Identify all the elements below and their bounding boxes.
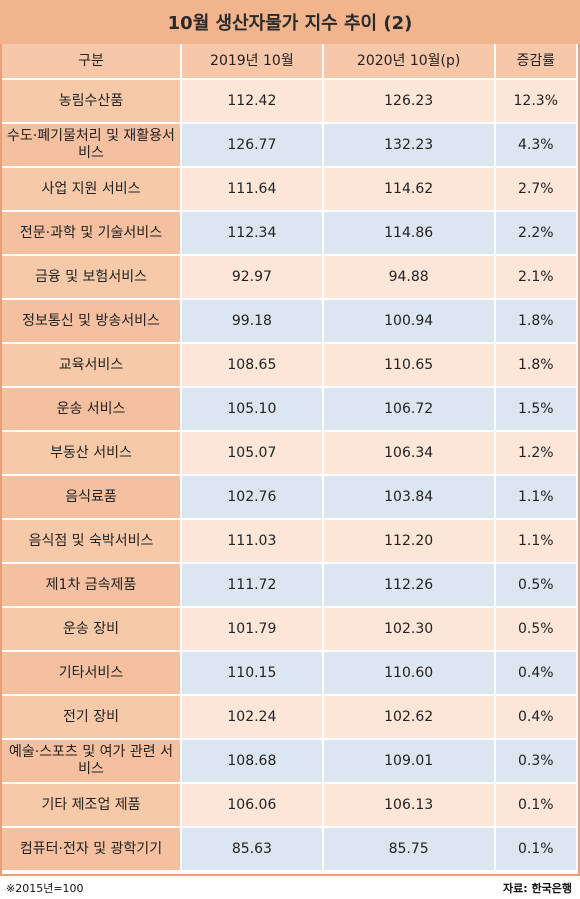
- row-category: 제1차 금속제품: [2, 564, 182, 608]
- row-category: 운송 서비스: [2, 388, 182, 432]
- row-category: 부동산 서비스: [2, 432, 182, 476]
- row-category: 예술·스포츠 및 여가 관련 서비스: [2, 740, 182, 784]
- row-value-2019: 108.68: [182, 740, 324, 784]
- data-table: 구분 2019년 10월 2020년 10월(p) 증감률 농림수산품 112.4…: [2, 44, 578, 872]
- row-category: 전문·과학 및 기술서비스: [2, 212, 182, 256]
- row-value-2020: 106.34: [323, 432, 496, 476]
- row-category: 교육서비스: [2, 344, 182, 388]
- table-row: 운송 장비 101.79 102.30 0.5%: [2, 608, 578, 652]
- row-change-rate: 2.7%: [495, 168, 578, 212]
- row-category: 금융 및 보험서비스: [2, 256, 182, 300]
- row-category: 농림수산품: [2, 80, 182, 124]
- row-change-rate: 1.2%: [495, 432, 578, 476]
- table-row: 교육서비스 108.65 110.65 1.8%: [2, 344, 578, 388]
- row-category: 컴퓨터·전자 및 광학기기: [2, 828, 182, 872]
- row-change-rate: 1.1%: [495, 476, 578, 520]
- row-value-2020: 110.60: [323, 652, 496, 696]
- row-value-2020: 94.88: [323, 256, 496, 300]
- row-value-2020: 100.94: [323, 300, 496, 344]
- row-value-2020: 112.26: [323, 564, 496, 608]
- header-category: 구분: [2, 44, 182, 80]
- header-2020: 2020년 10월(p): [323, 44, 496, 80]
- table-row: 기타 제조업 제품 106.06 106.13 0.1%: [2, 784, 578, 828]
- row-change-rate: 2.1%: [495, 256, 578, 300]
- row-value-2020: 85.75: [323, 828, 496, 872]
- row-value-2019: 102.76: [182, 476, 324, 520]
- row-value-2019: 99.18: [182, 300, 324, 344]
- row-change-rate: 1.1%: [495, 520, 578, 564]
- row-change-rate: 0.5%: [495, 608, 578, 652]
- source-note: 자료: 한국은행: [503, 882, 572, 895]
- row-value-2020: 102.30: [323, 608, 496, 652]
- row-value-2019: 105.10: [182, 388, 324, 432]
- row-value-2019: 111.64: [182, 168, 324, 212]
- row-value-2019: 126.77: [182, 124, 324, 168]
- row-change-rate: 4.3%: [495, 124, 578, 168]
- header-row: 구분 2019년 10월 2020년 10월(p) 증감률: [2, 44, 578, 80]
- table-row: 사업 지원 서비스 111.64 114.62 2.7%: [2, 168, 578, 212]
- header-2019: 2019년 10월: [182, 44, 324, 80]
- row-value-2020: 106.13: [323, 784, 496, 828]
- row-change-rate: 1.8%: [495, 300, 578, 344]
- row-change-rate: 2.2%: [495, 212, 578, 256]
- row-value-2020: 106.72: [323, 388, 496, 432]
- row-category: 정보통신 및 방송서비스: [2, 300, 182, 344]
- row-category: 수도·폐기물처리 및 재활용서비스: [2, 124, 182, 168]
- base-note: ※2015년=100: [6, 882, 84, 895]
- row-value-2019: 110.15: [182, 652, 324, 696]
- row-change-rate: 0.3%: [495, 740, 578, 784]
- row-category: 기타 제조업 제품: [2, 784, 182, 828]
- table-row: 전기 장비 102.24 102.62 0.4%: [2, 696, 578, 740]
- row-category: 전기 장비: [2, 696, 182, 740]
- header-rate: 증감률: [495, 44, 578, 80]
- row-value-2019: 105.07: [182, 432, 324, 476]
- row-value-2019: 102.24: [182, 696, 324, 740]
- row-value-2020: 109.01: [323, 740, 496, 784]
- row-value-2019: 112.34: [182, 212, 324, 256]
- row-value-2020: 112.20: [323, 520, 496, 564]
- table-row: 농림수산품 112.42 126.23 12.3%: [2, 80, 578, 124]
- row-value-2020: 102.62: [323, 696, 496, 740]
- row-change-rate: 0.1%: [495, 828, 578, 872]
- row-change-rate: 0.4%: [495, 696, 578, 740]
- table-row: 부동산 서비스 105.07 106.34 1.2%: [2, 432, 578, 476]
- table-row: 운송 서비스 105.10 106.72 1.5%: [2, 388, 578, 432]
- table-row: 전문·과학 및 기술서비스 112.34 114.86 2.2%: [2, 212, 578, 256]
- table-row: 음식료품 102.76 103.84 1.1%: [2, 476, 578, 520]
- row-value-2020: 132.23: [323, 124, 496, 168]
- row-value-2019: 112.42: [182, 80, 324, 124]
- table-row: 제1차 금속제품 111.72 112.26 0.5%: [2, 564, 578, 608]
- row-value-2020: 114.62: [323, 168, 496, 212]
- table-row: 기타서비스 110.15 110.60 0.4%: [2, 652, 578, 696]
- table-row: 수도·폐기물처리 및 재활용서비스 126.77 132.23 4.3%: [2, 124, 578, 168]
- row-value-2019: 101.79: [182, 608, 324, 652]
- row-change-rate: 0.5%: [495, 564, 578, 608]
- row-category: 사업 지원 서비스: [2, 168, 182, 212]
- row-category: 운송 장비: [2, 608, 182, 652]
- row-change-rate: 0.1%: [495, 784, 578, 828]
- row-value-2019: 108.65: [182, 344, 324, 388]
- row-change-rate: 1.8%: [495, 344, 578, 388]
- row-change-rate: 0.4%: [495, 652, 578, 696]
- row-value-2019: 92.97: [182, 256, 324, 300]
- row-change-rate: 12.3%: [495, 80, 578, 124]
- row-category: 기타서비스: [2, 652, 182, 696]
- row-value-2019: 111.03: [182, 520, 324, 564]
- row-value-2020: 114.86: [323, 212, 496, 256]
- row-category: 음식점 및 숙박서비스: [2, 520, 182, 564]
- table-row: 정보통신 및 방송서비스 99.18 100.94 1.8%: [2, 300, 578, 344]
- table-row: 음식점 및 숙박서비스 111.03 112.20 1.1%: [2, 520, 578, 564]
- row-value-2019: 85.63: [182, 828, 324, 872]
- row-value-2020: 126.23: [323, 80, 496, 124]
- table-row: 컴퓨터·전자 및 광학기기 85.63 85.75 0.1%: [2, 828, 578, 872]
- table-row: 금융 및 보험서비스 92.97 94.88 2.1%: [2, 256, 578, 300]
- chart-title: 10월 생산자물가 지수 추이 (2): [0, 0, 580, 44]
- row-value-2019: 106.06: [182, 784, 324, 828]
- table-row: 예술·스포츠 및 여가 관련 서비스 108.68 109.01 0.3%: [2, 740, 578, 784]
- row-category: 음식료품: [2, 476, 182, 520]
- row-value-2020: 110.65: [323, 344, 496, 388]
- row-value-2019: 111.72: [182, 564, 324, 608]
- row-value-2020: 103.84: [323, 476, 496, 520]
- row-change-rate: 1.5%: [495, 388, 578, 432]
